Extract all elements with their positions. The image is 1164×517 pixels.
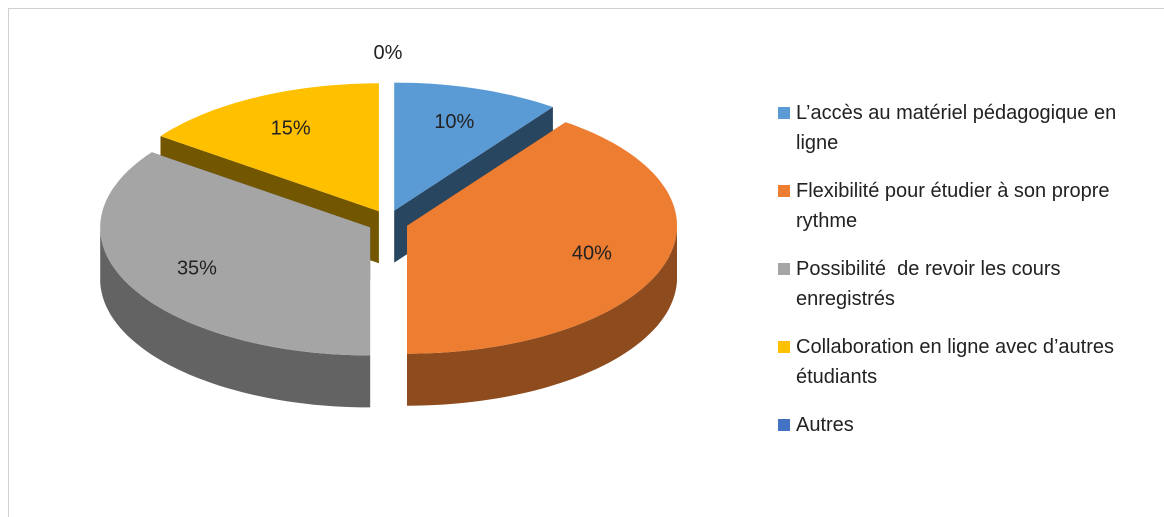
legend-item: Possibilité de revoir les cours enregist… xyxy=(778,254,1138,314)
slice-outer-wall xyxy=(100,227,371,408)
slice xyxy=(407,122,677,354)
slice xyxy=(160,83,379,212)
data-label: 0% xyxy=(374,42,403,64)
legend-swatch xyxy=(778,263,790,275)
legend-item: Collaboration en ligne avec d’autres étu… xyxy=(778,332,1138,392)
legend-swatch xyxy=(778,341,790,353)
legend-item: Flexibilité pour étudier à son propre ry… xyxy=(778,176,1138,236)
legend-item: L’accès au matériel pédagogique en ligne xyxy=(778,98,1138,158)
slice-outer-wall xyxy=(407,225,677,406)
data-label: 10% xyxy=(434,111,474,133)
slice xyxy=(394,82,553,211)
legend-label: Possibilité de revoir les cours enregist… xyxy=(796,258,1067,310)
data-label: 15% xyxy=(271,117,311,139)
legend-swatch xyxy=(778,107,790,119)
slice xyxy=(100,152,371,356)
legend-swatch xyxy=(778,419,790,431)
legend-label: Collaboration en ligne avec d’autres étu… xyxy=(796,336,1120,388)
data-label: 35% xyxy=(177,258,217,280)
legend-label: Autres xyxy=(796,414,854,436)
legend-item: Autres xyxy=(778,410,1138,440)
legend-label: L’accès au matériel pédagogique en ligne xyxy=(796,102,1122,154)
chart-border xyxy=(8,8,1164,517)
legend: L’accès au matériel pédagogique en ligne… xyxy=(778,98,1138,458)
data-label: 40% xyxy=(572,242,612,264)
legend-swatch xyxy=(778,185,790,197)
legend-label: Flexibilité pour étudier à son propre ry… xyxy=(796,180,1116,232)
